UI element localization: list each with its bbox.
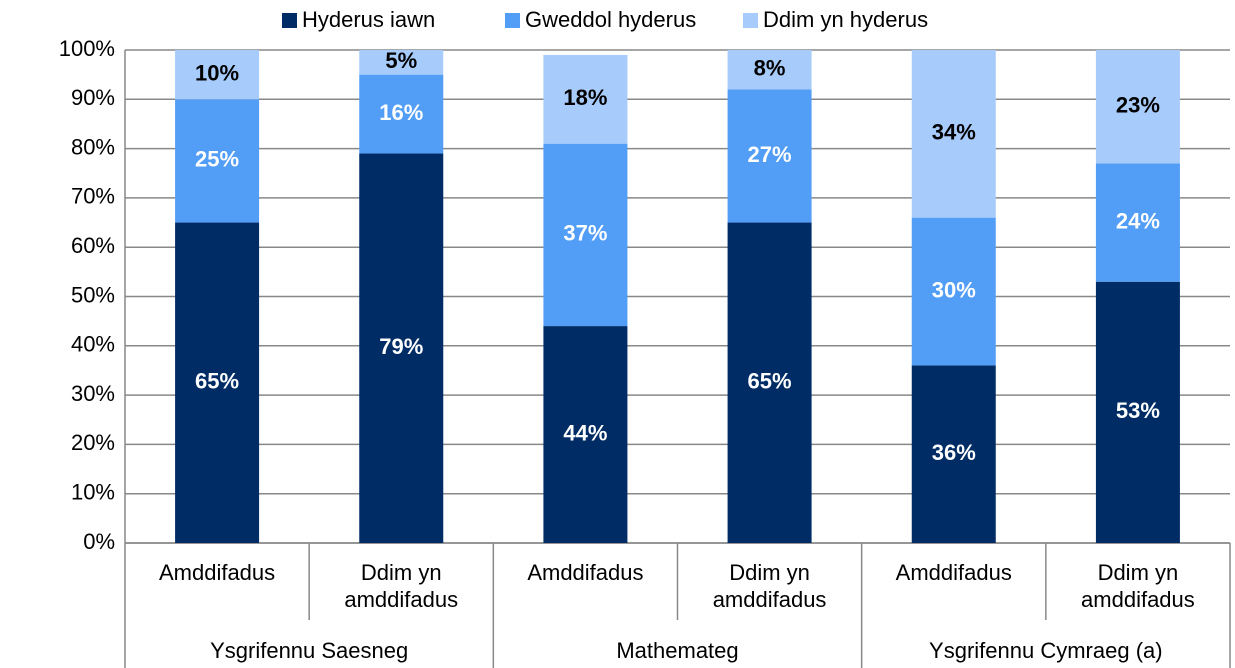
- data-label: 79%: [379, 334, 423, 359]
- bar-segment: [727, 50, 812, 90]
- group-label: Ysgrifennu Saesneg: [210, 638, 409, 663]
- x-tick-label: Ddim yn amddifadus: [712, 560, 827, 612]
- bar-segment: [359, 74, 444, 154]
- y-tick-label: 0%: [83, 529, 115, 554]
- bar-segment: [727, 222, 812, 544]
- bar-segment: [911, 50, 996, 218]
- bar-segment: [1095, 50, 1180, 164]
- data-label: 65%: [748, 369, 792, 394]
- y-tick-label: 20%: [71, 430, 115, 455]
- legend-label: Gweddol hyderus: [525, 7, 696, 32]
- y-tick-label: 30%: [71, 381, 115, 406]
- y-tick-label: 10%: [71, 480, 115, 505]
- bar-segment: [911, 217, 996, 366]
- data-label: 23%: [1116, 93, 1160, 118]
- bar-segment: [727, 89, 812, 223]
- data-label: 10%: [195, 60, 239, 85]
- x-tick-label: Amddifadus: [158, 560, 276, 585]
- legend-swatch: [282, 13, 297, 28]
- legend-swatch: [505, 13, 520, 28]
- x-tick-label: Ddim yn amddifadus: [344, 560, 459, 612]
- group-label: Mathemateg: [616, 638, 739, 663]
- legend-label: Ddim yn hyderus: [763, 7, 928, 32]
- y-tick-label: 60%: [71, 233, 115, 258]
- data-label: 37%: [563, 221, 607, 246]
- x-tick-label: Amddifadus: [527, 560, 644, 585]
- bar-segment: [543, 54, 628, 144]
- data-label: 5%: [385, 48, 417, 73]
- data-label: 27%: [748, 142, 792, 167]
- data-label: 36%: [932, 440, 976, 465]
- data-label: 24%: [1116, 208, 1160, 233]
- data-label: 30%: [932, 277, 976, 302]
- bar-segment: [1095, 281, 1180, 543]
- bar-segment: [1095, 163, 1180, 282]
- legend-swatch: [743, 13, 758, 28]
- bar-segment: [911, 365, 996, 543]
- data-label: 65%: [195, 369, 239, 394]
- bar-segment: [175, 222, 260, 544]
- data-label: 53%: [1116, 398, 1160, 423]
- group-label: Ysgrifennu Cymraeg (a): [929, 638, 1163, 663]
- y-tick-label: 90%: [71, 85, 115, 110]
- y-tick-label: 70%: [71, 184, 115, 209]
- y-tick-label: 40%: [71, 332, 115, 357]
- data-label: 25%: [195, 147, 239, 172]
- data-label: 34%: [932, 120, 976, 145]
- bar-segment: [359, 50, 444, 75]
- bar-segment: [175, 50, 260, 100]
- bar-segment: [543, 143, 628, 327]
- y-tick-label: 100%: [59, 36, 115, 61]
- y-tick-label: 80%: [71, 134, 115, 159]
- y-tick-label: 50%: [71, 282, 115, 307]
- data-label: 44%: [563, 420, 607, 445]
- bar-segment: [543, 326, 628, 543]
- bar-segment: [359, 153, 444, 543]
- x-tick-label: Amddifadus: [895, 560, 1012, 585]
- data-label: 16%: [379, 100, 423, 125]
- data-label: 8%: [754, 56, 786, 81]
- x-tick-label: Ddim yn amddifadus: [1081, 560, 1195, 612]
- bar-segment: [175, 99, 260, 223]
- data-label: 18%: [563, 85, 607, 110]
- legend-label: Hyderus iawn: [302, 7, 435, 32]
